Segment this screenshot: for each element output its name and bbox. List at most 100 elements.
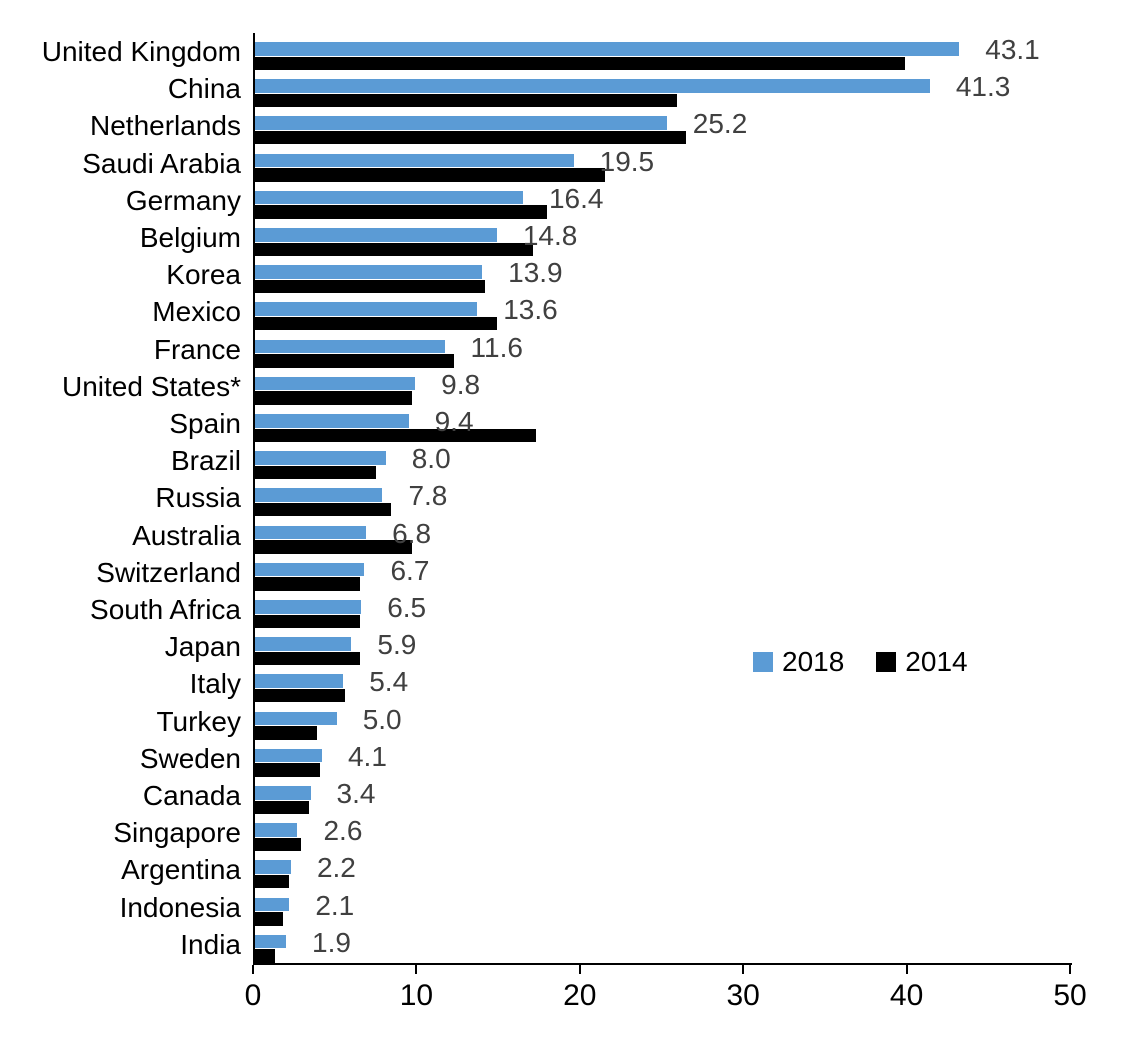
bar-2014 bbox=[255, 205, 548, 219]
category-axis: United Kingdom China Netherlands Saudi Arab… bbox=[0, 33, 241, 963]
value-label: 9.8 bbox=[441, 368, 481, 400]
bar-row: 13.9 bbox=[255, 256, 1072, 294]
bar-2014 bbox=[255, 763, 321, 777]
bar-row: 16.4 bbox=[255, 182, 1072, 219]
bar-2014 bbox=[255, 428, 537, 442]
bar-2018 bbox=[255, 376, 416, 391]
bar-2014 bbox=[255, 391, 412, 405]
legend-swatch-2014 bbox=[876, 652, 897, 672]
value-label: 2.1 bbox=[315, 889, 355, 921]
bar-2014 bbox=[255, 837, 301, 852]
bar-2014 bbox=[255, 316, 497, 331]
category-label: Germany bbox=[125, 184, 241, 216]
bar-2014 bbox=[255, 726, 318, 740]
value-label: 1.9 bbox=[312, 926, 351, 958]
value-label: 2.2 bbox=[316, 852, 356, 884]
bar-2014 bbox=[255, 949, 275, 963]
bar-2018 bbox=[255, 860, 291, 874]
category-label: South Africa bbox=[90, 594, 241, 625]
bar-2014 bbox=[255, 688, 345, 703]
legend-label-2014: 2014 bbox=[905, 646, 968, 677]
x-tick-label: 10 bbox=[399, 979, 434, 1012]
bar-2014 bbox=[255, 651, 360, 666]
value-label: 6.5 bbox=[387, 592, 427, 623]
bar-row: 13.6 bbox=[255, 293, 1072, 331]
bar-row: 5.0 bbox=[255, 703, 1072, 740]
bar-row: 11.6 bbox=[255, 331, 1072, 368]
category-label: Russia bbox=[155, 482, 241, 514]
bar-2014 bbox=[255, 168, 605, 182]
value-label: 6.7 bbox=[390, 554, 430, 586]
bar-2018 bbox=[255, 674, 344, 688]
category-label: Belgium bbox=[139, 222, 241, 253]
category-label: China bbox=[167, 73, 241, 105]
bar-2014 bbox=[255, 502, 391, 517]
bar-2018 bbox=[255, 600, 362, 614]
bar-2018 bbox=[255, 934, 287, 949]
value-label: 6.8 bbox=[392, 517, 432, 549]
bar-row: 6.5 bbox=[255, 591, 1072, 628]
bar-row: 4.1 bbox=[255, 740, 1072, 777]
bar-2014 bbox=[255, 540, 412, 554]
bar-2018 bbox=[255, 637, 352, 651]
bar-row: 5.4 bbox=[255, 665, 1072, 703]
value-label: 8.0 bbox=[411, 443, 451, 475]
bar-row: 6.8 bbox=[255, 517, 1072, 554]
category-label: United Kingdom bbox=[41, 36, 241, 67]
category-label: Brazil bbox=[170, 445, 241, 477]
category-label: Canada bbox=[142, 780, 241, 811]
value-label: 13.6 bbox=[503, 294, 558, 326]
x-tick-mark bbox=[252, 965, 254, 974]
value-label: 2.6 bbox=[323, 815, 363, 847]
bar-2014 bbox=[255, 614, 360, 628]
x-tick-label: 40 bbox=[889, 979, 924, 1012]
value-label: 7.8 bbox=[408, 480, 448, 512]
bar-2014 bbox=[255, 800, 309, 814]
bar-row: 1.9 bbox=[255, 926, 1072, 963]
legend: 2018 2014 bbox=[753, 646, 968, 677]
value-label: 5.4 bbox=[369, 666, 409, 698]
category-label: Indonesia bbox=[119, 891, 241, 923]
value-label: 13.9 bbox=[508, 257, 563, 289]
bar-row: 9.4 bbox=[255, 405, 1072, 442]
bar-row: 2.1 bbox=[255, 889, 1072, 926]
bar-2018 bbox=[255, 414, 409, 428]
legend-swatch-2018 bbox=[753, 652, 773, 672]
bar-2014 bbox=[255, 130, 687, 145]
bar-2014 bbox=[255, 354, 455, 368]
value-label: 14.8 bbox=[522, 220, 578, 251]
bar-row: 5.9 bbox=[255, 628, 1072, 666]
bar-2018 bbox=[255, 116, 667, 130]
bar-2014 bbox=[255, 465, 376, 480]
bar-row: 2.6 bbox=[255, 814, 1072, 852]
x-tick-mark bbox=[905, 965, 908, 974]
bar-row: 25.2 bbox=[255, 107, 1072, 145]
category-label: Netherlands bbox=[90, 110, 241, 142]
value-label: 19.5 bbox=[599, 145, 655, 177]
bar-row: 14.8 bbox=[255, 219, 1072, 256]
plot-area: 43.1 41.3 25.2 19.5 16.4 14.8 13.9 13.6 11.6 9.8 9… bbox=[253, 33, 1072, 965]
bar-2018 bbox=[255, 488, 383, 502]
value-label: 25.2 bbox=[692, 108, 748, 140]
x-tick-label: 0 bbox=[244, 979, 262, 1012]
bar-2014 bbox=[255, 242, 533, 256]
bar-2018 bbox=[255, 786, 311, 800]
bar-2014 bbox=[255, 56, 906, 70]
bar-2018 bbox=[255, 79, 930, 93]
x-tick-label: 30 bbox=[726, 979, 760, 1012]
bar-row: 7.8 bbox=[255, 479, 1072, 517]
x-tick-mark bbox=[1069, 965, 1071, 974]
bar-row: 2.2 bbox=[255, 851, 1072, 889]
bar-2018 bbox=[255, 897, 290, 912]
value-label: 11.6 bbox=[470, 331, 523, 363]
bar-2018 bbox=[255, 42, 960, 56]
category-label: India bbox=[180, 928, 241, 960]
category-label: Japan bbox=[164, 631, 241, 663]
bar-2018 bbox=[255, 339, 445, 354]
bar-row: 19.5 bbox=[255, 145, 1072, 182]
bar-row: 43.1 bbox=[255, 33, 1072, 70]
category-label: Korea bbox=[166, 259, 241, 291]
bar-2018 bbox=[255, 153, 574, 168]
value-label: 9.4 bbox=[434, 406, 474, 437]
